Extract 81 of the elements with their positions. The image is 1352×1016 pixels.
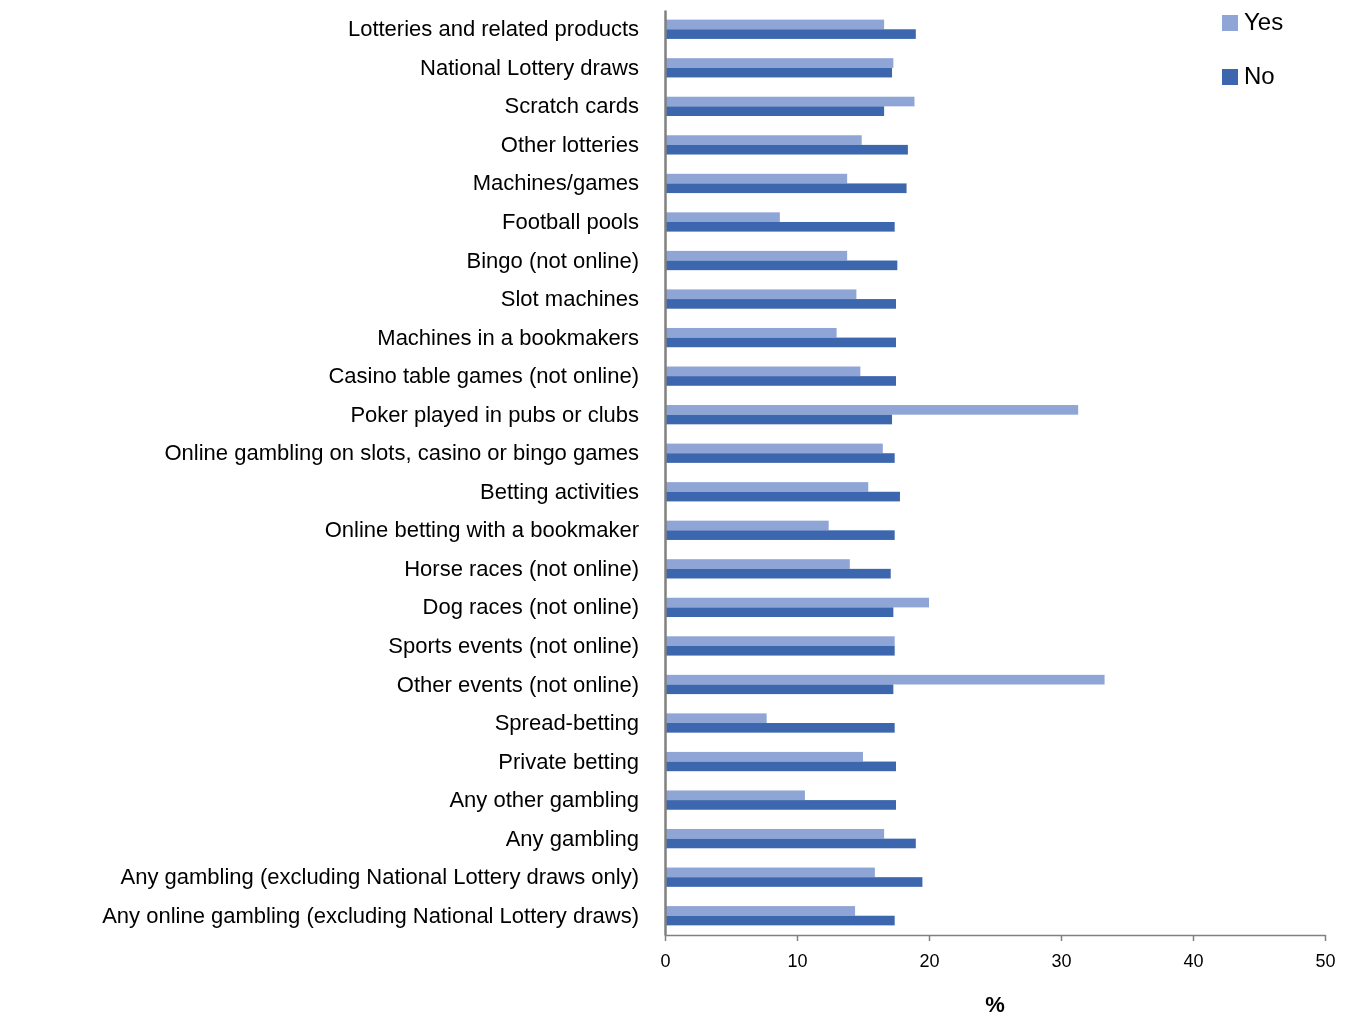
bar bbox=[665, 790, 805, 801]
y-tick-label: Scratch cards bbox=[504, 93, 639, 119]
y-tick-label: Slot machines bbox=[500, 286, 639, 312]
bar bbox=[665, 299, 896, 309]
bar bbox=[665, 645, 895, 656]
y-tick-label: Online gambling on slots, casino or bingo games bbox=[164, 440, 639, 466]
y-tick-label: Betting activities bbox=[480, 478, 639, 504]
bar bbox=[665, 723, 895, 733]
y-tick-label: Any other gambling bbox=[449, 787, 639, 813]
y-tick-label: Any online gambling (excluding National Lottery draws) bbox=[102, 902, 639, 928]
bar bbox=[665, 530, 895, 540]
bar bbox=[665, 96, 915, 107]
bar bbox=[665, 250, 848, 261]
bar bbox=[665, 183, 907, 194]
x-tick-label: 0 bbox=[660, 951, 671, 972]
bar bbox=[665, 800, 896, 810]
bar bbox=[665, 491, 900, 502]
bar bbox=[665, 867, 875, 878]
bar bbox=[665, 414, 893, 425]
y-tick-label: Horse races (not online) bbox=[404, 555, 639, 581]
bar bbox=[665, 482, 869, 492]
bar bbox=[665, 751, 863, 762]
y-tick-label: Online betting with a bookmaker bbox=[324, 517, 639, 543]
bar bbox=[665, 636, 895, 646]
bar bbox=[665, 19, 885, 30]
bar bbox=[665, 58, 894, 68]
bar bbox=[665, 443, 883, 454]
y-tick-label: Sports events (not online) bbox=[388, 632, 639, 658]
bar bbox=[665, 135, 862, 145]
y-tick-label: Spread-betting bbox=[494, 710, 639, 736]
y-tick-label: Poker played in pubs or clubs bbox=[350, 401, 639, 427]
bar bbox=[665, 915, 895, 926]
bar bbox=[665, 173, 848, 184]
bar bbox=[665, 453, 895, 463]
x-tick-label: 30 bbox=[1051, 951, 1072, 972]
x-tick-label: 40 bbox=[1183, 951, 1204, 972]
y-tick-label: Machines in a bookmakers bbox=[377, 324, 639, 350]
y-tick-label: Casino table games (not online) bbox=[328, 363, 639, 389]
bar bbox=[665, 829, 885, 839]
legend-label: Yes bbox=[1244, 8, 1284, 35]
bar bbox=[665, 713, 767, 724]
y-tick-label: Other events (not online) bbox=[396, 671, 639, 697]
bar bbox=[665, 559, 850, 569]
y-tick-label: Any gambling (excluding National Lottery draws only) bbox=[120, 864, 639, 890]
bar bbox=[665, 260, 898, 271]
x-tick-label: 10 bbox=[787, 951, 808, 972]
bar bbox=[665, 67, 893, 78]
bar bbox=[665, 838, 916, 849]
bar bbox=[665, 761, 896, 772]
bar bbox=[665, 327, 837, 338]
y-tick-label: Football pools bbox=[502, 209, 639, 235]
bar bbox=[665, 877, 923, 887]
bar bbox=[665, 597, 929, 608]
bar bbox=[665, 289, 857, 300]
bar bbox=[665, 366, 861, 377]
y-tick-label: Machines/games bbox=[472, 170, 639, 196]
y-tick-label: National Lottery draws bbox=[420, 54, 639, 80]
y-tick-label: Any gambling bbox=[505, 825, 639, 851]
x-axis-title: % bbox=[985, 992, 1005, 1016]
y-tick-label: Private betting bbox=[498, 748, 639, 774]
y-tick-label: Dog races (not online) bbox=[422, 594, 639, 620]
bar bbox=[665, 144, 908, 155]
bar bbox=[665, 607, 894, 618]
x-tick-label: 20 bbox=[919, 951, 940, 972]
bar bbox=[665, 376, 896, 386]
bar bbox=[665, 212, 780, 222]
bar bbox=[665, 520, 829, 531]
bar bbox=[665, 106, 885, 116]
bar bbox=[665, 674, 1105, 685]
y-tick-label: Lotteries and related products bbox=[347, 16, 639, 42]
bar bbox=[665, 337, 896, 348]
bar bbox=[665, 405, 1079, 415]
bar bbox=[665, 906, 856, 916]
bar bbox=[665, 568, 891, 579]
bar bbox=[665, 221, 895, 232]
bar bbox=[665, 684, 894, 695]
legend-label: No bbox=[1244, 62, 1275, 89]
bar bbox=[665, 29, 916, 39]
y-tick-label: Other lotteries bbox=[500, 131, 639, 157]
y-tick-label: Bingo (not online) bbox=[466, 247, 639, 273]
x-tick-label: 50 bbox=[1315, 951, 1336, 972]
